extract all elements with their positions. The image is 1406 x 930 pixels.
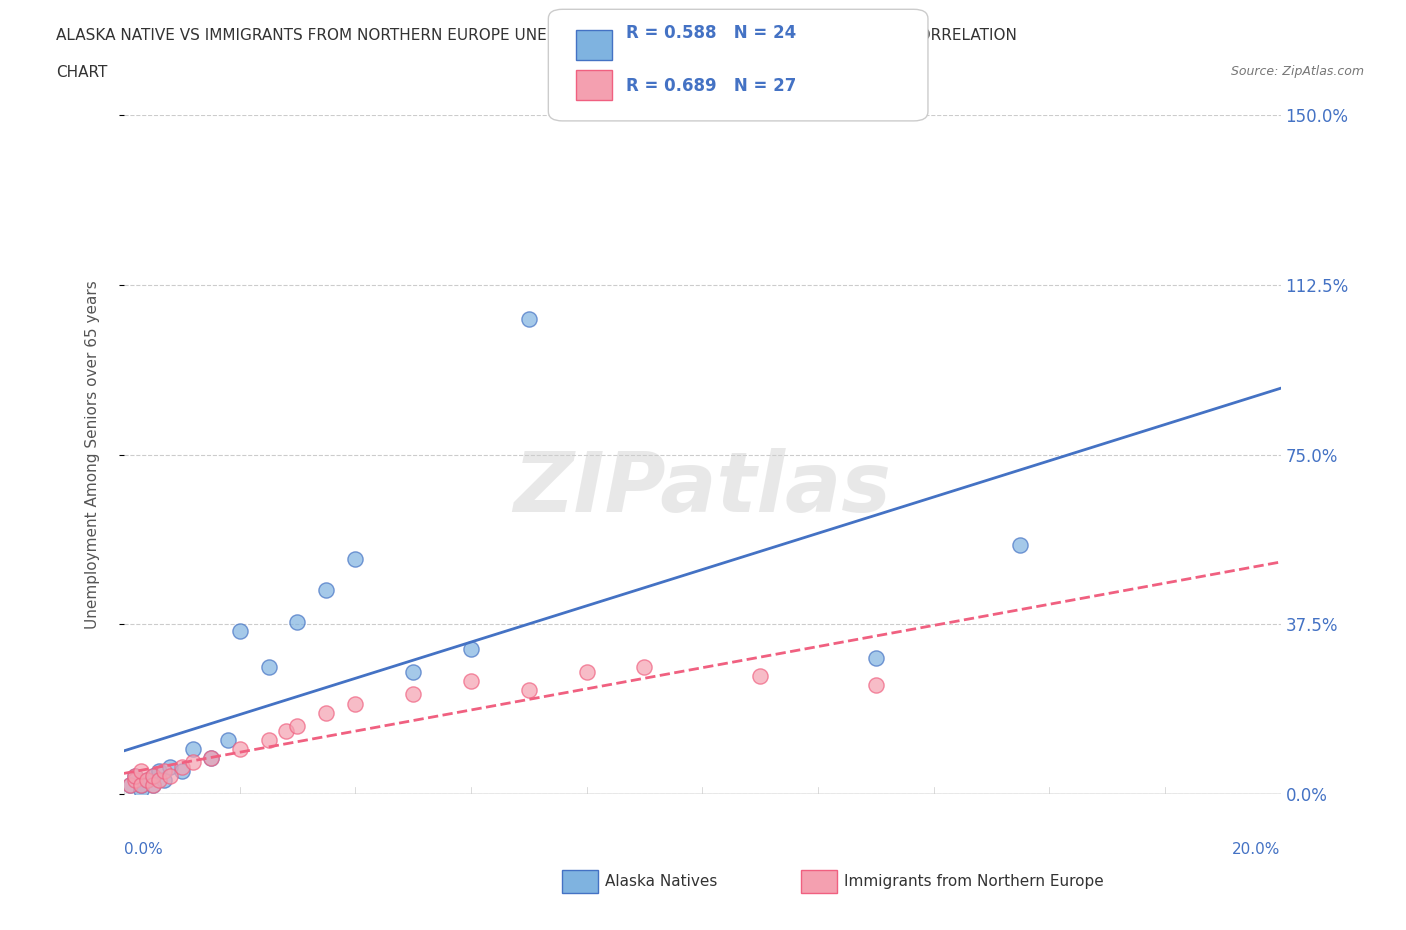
Text: ALASKA NATIVE VS IMMIGRANTS FROM NORTHERN EUROPE UNEMPLOYMENT AMONG SENIORS OVER: ALASKA NATIVE VS IMMIGRANTS FROM NORTHER…	[56, 28, 1017, 43]
Point	[148, 764, 170, 779]
Point	[142, 768, 165, 783]
Text: Alaska Natives: Alaska Natives	[605, 874, 717, 889]
Point	[274, 724, 297, 738]
Point	[460, 673, 482, 688]
Point	[344, 551, 367, 566]
Point	[129, 764, 152, 779]
Point	[575, 664, 598, 679]
Point	[153, 764, 176, 779]
Point	[1010, 538, 1032, 552]
Point	[181, 755, 204, 770]
Text: R = 0.689   N = 27: R = 0.689 N = 27	[626, 77, 796, 95]
Point	[257, 660, 280, 675]
Point	[200, 751, 222, 765]
Point	[124, 768, 146, 783]
Point	[142, 777, 165, 792]
Point	[170, 764, 193, 779]
Text: 20.0%: 20.0%	[1232, 842, 1281, 857]
Point	[142, 768, 165, 783]
Point	[129, 782, 152, 797]
Point	[118, 777, 141, 792]
Point	[517, 683, 540, 698]
Text: Source: ZipAtlas.com: Source: ZipAtlas.com	[1230, 65, 1364, 78]
Point	[749, 669, 772, 684]
Text: 0.0%: 0.0%	[124, 842, 163, 857]
Point	[153, 773, 176, 788]
Point	[287, 719, 309, 734]
Point	[402, 687, 425, 702]
Point	[402, 664, 425, 679]
Point	[315, 583, 337, 598]
Point	[129, 777, 152, 792]
Y-axis label: Unemployment Among Seniors over 65 years: Unemployment Among Seniors over 65 years	[86, 280, 100, 629]
Point	[159, 760, 181, 775]
Point	[136, 773, 159, 788]
Text: R = 0.588   N = 24: R = 0.588 N = 24	[626, 24, 796, 42]
Point	[460, 642, 482, 657]
Point	[136, 773, 159, 788]
Point	[118, 777, 141, 792]
Point	[129, 777, 152, 792]
Text: Immigrants from Northern Europe: Immigrants from Northern Europe	[844, 874, 1104, 889]
Point	[159, 768, 181, 783]
Point	[124, 773, 146, 788]
Point	[633, 660, 655, 675]
Point	[124, 768, 146, 783]
Text: ZIPatlas: ZIPatlas	[513, 448, 891, 529]
Point	[517, 312, 540, 326]
Point	[228, 624, 250, 639]
Point	[228, 741, 250, 756]
Point	[865, 651, 887, 666]
Point	[865, 678, 887, 693]
Text: CHART: CHART	[56, 65, 108, 80]
Point	[148, 773, 170, 788]
Point	[257, 732, 280, 747]
Point	[170, 760, 193, 775]
Point	[315, 705, 337, 720]
Point	[344, 696, 367, 711]
Point	[200, 751, 222, 765]
Point	[181, 741, 204, 756]
Point	[217, 732, 239, 747]
Point	[287, 615, 309, 630]
Point	[142, 777, 165, 792]
